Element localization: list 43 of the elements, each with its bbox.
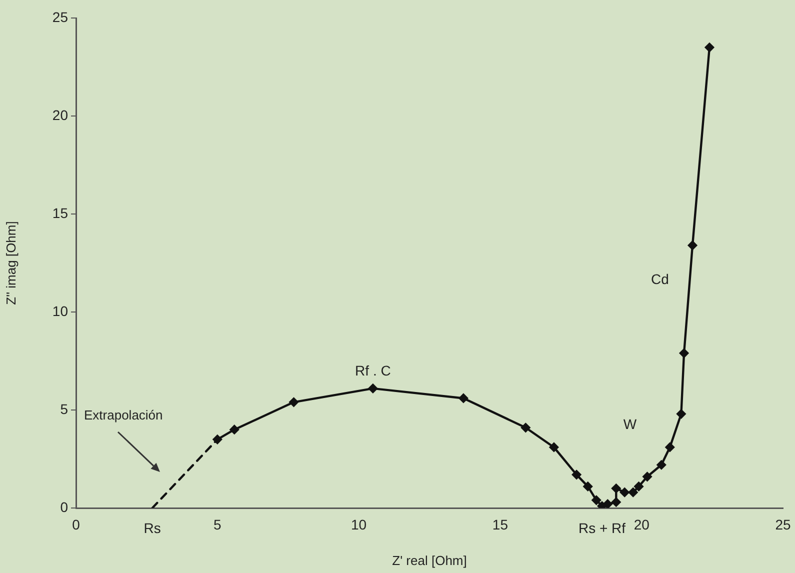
x-tick-label: 10 — [351, 516, 367, 532]
x-tick-label: 15 — [492, 516, 508, 532]
point — [620, 488, 630, 497]
annotation: Rs + Rf — [578, 520, 626, 536]
annotation: Rf . C — [355, 362, 391, 378]
point — [656, 460, 666, 470]
y-tick-label: 0 — [60, 498, 68, 515]
y-tick-label: 10 — [52, 302, 68, 319]
point — [665, 442, 674, 452]
point — [628, 488, 638, 497]
point — [612, 498, 621, 507]
point — [592, 496, 601, 505]
point — [634, 482, 644, 492]
annotation: Rs — [144, 520, 161, 536]
annotation: W — [623, 416, 638, 432]
point — [603, 499, 612, 508]
point — [549, 442, 559, 452]
point — [458, 394, 468, 403]
x-tick-label: 5 — [214, 516, 222, 532]
point — [572, 470, 582, 480]
x-tick-label: 20 — [634, 516, 650, 532]
y-axis-title: Z'' imag [Ohm] — [3, 221, 18, 305]
point — [212, 434, 222, 444]
point — [521, 423, 530, 432]
x-tick-label: 0 — [72, 516, 80, 532]
point — [583, 482, 592, 492]
x-axis-title: Z' real [Ohm] — [392, 552, 467, 568]
point — [368, 384, 378, 394]
point — [612, 484, 621, 493]
point — [230, 425, 239, 434]
x-tick-label: 25 — [775, 516, 791, 532]
y-tick-label: 5 — [60, 400, 68, 417]
y-tick-label: 20 — [52, 106, 68, 123]
point — [642, 472, 652, 482]
y-tick-label: 25 — [52, 8, 68, 25]
point — [289, 398, 298, 407]
point — [679, 348, 689, 358]
point — [704, 42, 714, 52]
y-tick-label: 15 — [52, 204, 68, 221]
annotation: Cd — [651, 270, 669, 287]
point — [676, 409, 686, 419]
annotation: Extrapolación — [84, 408, 163, 423]
point — [688, 240, 698, 250]
